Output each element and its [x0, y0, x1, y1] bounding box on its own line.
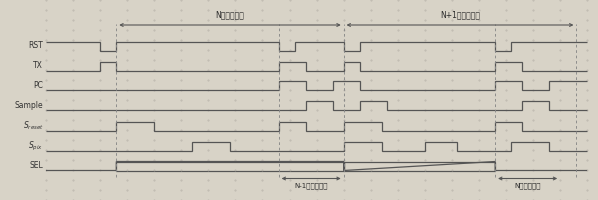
Text: N+1帧曝光时间: N+1帧曝光时间: [440, 10, 480, 19]
Text: SEL: SEL: [29, 162, 43, 170]
Text: N帧曝光时间: N帧曝光时间: [215, 10, 245, 19]
Text: $S_{pix}$: $S_{pix}$: [28, 139, 43, 153]
Bar: [344, 162, 495, 170]
Text: N帧读出时间: N帧读出时间: [514, 182, 541, 189]
Text: N-1帧读出时间: N-1帧读出时间: [294, 182, 328, 189]
Text: RST: RST: [29, 42, 43, 50]
Bar: [117, 162, 344, 170]
Text: TX: TX: [33, 62, 43, 71]
Text: PC: PC: [33, 82, 43, 90]
Text: $S_{reset}$: $S_{reset}$: [23, 120, 43, 132]
Text: Sample: Sample: [15, 102, 43, 110]
